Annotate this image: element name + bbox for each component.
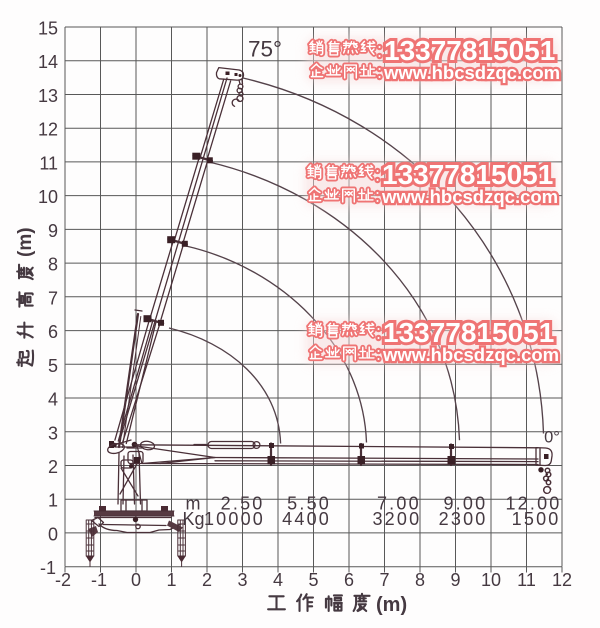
svg-text:75°: 75° (248, 37, 282, 62)
svg-text:5: 5 (308, 570, 318, 590)
svg-text:11: 11 (517, 570, 536, 590)
svg-text:10000: 10000 (204, 509, 265, 529)
svg-text:15: 15 (38, 19, 58, 39)
svg-text:13: 13 (38, 86, 58, 106)
svg-text:4: 4 (48, 390, 58, 410)
svg-text:0: 0 (131, 570, 141, 590)
svg-text:4400: 4400 (282, 509, 331, 529)
svg-text:3200: 3200 (372, 509, 421, 529)
svg-text:Kg: Kg (182, 509, 204, 529)
svg-text:(m): (m) (15, 227, 36, 257)
svg-text:9.00: 9.00 (443, 494, 487, 514)
svg-text:7: 7 (48, 288, 58, 308)
svg-text:12: 12 (38, 120, 58, 140)
svg-text:8: 8 (48, 255, 58, 275)
svg-text:2300: 2300 (439, 509, 488, 529)
svg-text:3: 3 (237, 570, 247, 590)
svg-text:0°: 0° (544, 429, 560, 447)
svg-text:1: 1 (48, 491, 58, 511)
svg-text:5: 5 (48, 356, 58, 376)
svg-text:12.00: 12.00 (505, 494, 561, 514)
svg-text:7.00: 7.00 (377, 494, 421, 514)
svg-text:6: 6 (48, 322, 58, 342)
svg-text:0: 0 (48, 524, 58, 544)
svg-text:10: 10 (481, 570, 501, 590)
svg-text:14: 14 (38, 52, 58, 72)
svg-text:13377815051: 13377815051 (384, 35, 555, 66)
svg-text:4: 4 (273, 570, 283, 590)
svg-text:www.hbcsdzqc.com: www.hbcsdzqc.com (383, 62, 560, 83)
svg-text:1: 1 (166, 570, 176, 590)
svg-text:-2: -2 (55, 570, 71, 590)
svg-text:9: 9 (450, 570, 460, 590)
svg-text:2: 2 (48, 457, 58, 477)
svg-text:3: 3 (48, 423, 58, 443)
svg-text:m: m (186, 494, 201, 514)
svg-text:2: 2 (202, 570, 212, 590)
svg-text:(m): (m) (376, 594, 407, 616)
svg-text:7: 7 (379, 570, 389, 590)
svg-text:11: 11 (39, 153, 58, 173)
svg-text:9: 9 (48, 221, 58, 241)
svg-text:6: 6 (344, 570, 354, 590)
svg-text:-1: -1 (91, 570, 107, 590)
svg-text:12: 12 (552, 570, 572, 590)
svg-text:1500: 1500 (512, 509, 561, 529)
svg-text:8: 8 (415, 570, 425, 590)
svg-text:5.50: 5.50 (287, 494, 331, 514)
svg-text:2.50: 2.50 (221, 494, 265, 514)
svg-text:-1: -1 (40, 558, 56, 578)
svg-text:10: 10 (38, 187, 58, 207)
